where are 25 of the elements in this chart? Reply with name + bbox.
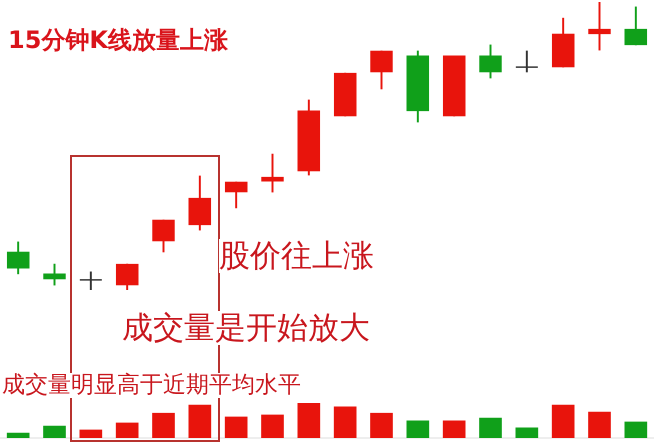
text: 15分钟K线放量上涨 <box>8 25 228 56</box>
bar <box>588 412 611 438</box>
bar <box>298 403 320 438</box>
bar <box>624 422 648 438</box>
annotation: 股价往上涨 <box>219 238 374 274</box>
text: 成交量是开始放大 <box>122 310 370 346</box>
bar <box>442 420 466 438</box>
candlestick <box>515 50 539 72</box>
bar <box>6 432 30 438</box>
bar <box>479 418 502 438</box>
bar <box>370 412 393 438</box>
bar <box>261 414 284 438</box>
candlestick <box>79 272 103 290</box>
bar <box>516 428 538 438</box>
bar <box>552 404 574 438</box>
text: 成交量明显高于近期平均水平 <box>2 372 301 398</box>
bar <box>152 412 175 438</box>
bar <box>406 420 430 438</box>
bar <box>224 416 248 438</box>
bar <box>116 422 138 438</box>
candlestick <box>261 154 284 192</box>
bar <box>80 430 102 438</box>
bar <box>43 426 66 438</box>
bar <box>188 404 212 438</box>
bar <box>334 406 356 438</box>
